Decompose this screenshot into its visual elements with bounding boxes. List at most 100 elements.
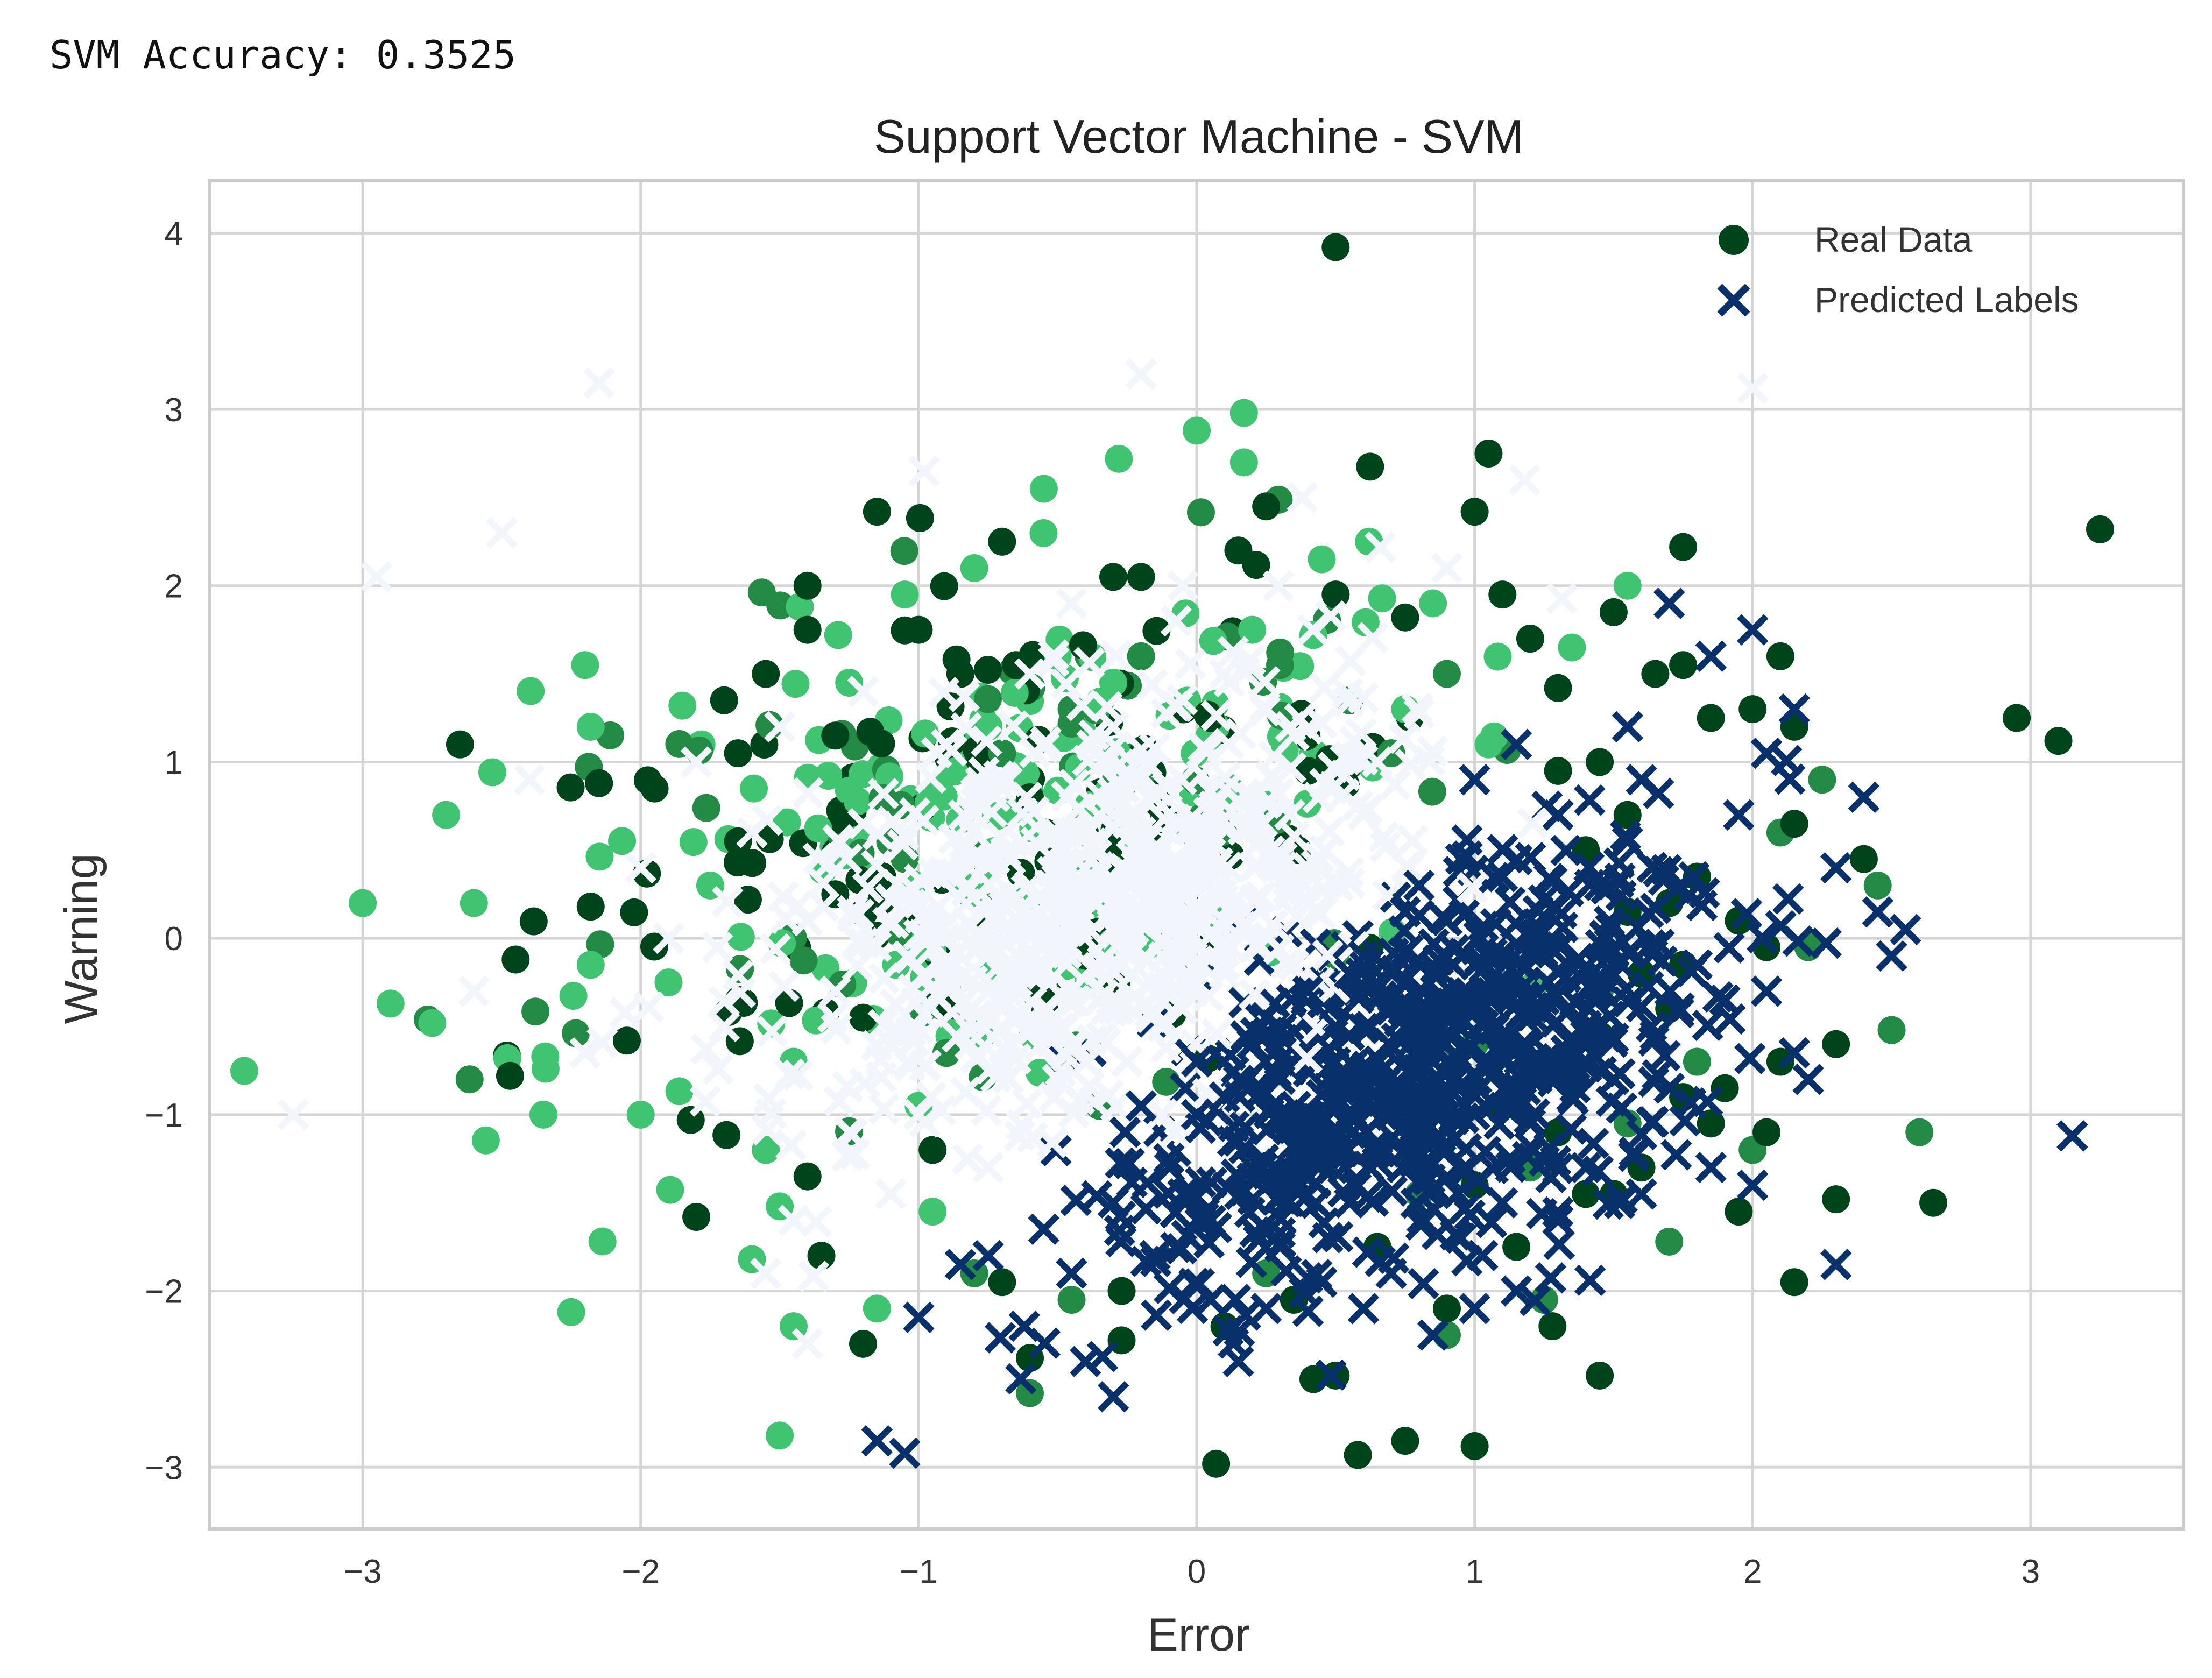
real-data-point: [1029, 519, 1058, 548]
predicted-x-stroke: [1448, 1193, 1481, 1224]
predicted-label-point: [1351, 1181, 1383, 1213]
real-data-point: [1738, 695, 1767, 724]
real-data-point: [1877, 1016, 1906, 1044]
predicted-label-point: [1111, 1046, 1143, 1078]
real-data-point: [1849, 845, 1878, 873]
predicted-label-point: [775, 1129, 807, 1161]
predicted-x-stroke: [1619, 1136, 1650, 1169]
predicted-x-stroke: [1421, 1219, 1453, 1250]
real-data-point: [1780, 810, 1808, 838]
real-data-point: [561, 1019, 590, 1047]
real-data-point: [821, 721, 850, 750]
predicted-x-stroke: [1416, 1079, 1448, 1111]
predicted-x-stroke: [1475, 1207, 1508, 1238]
real-data-point: [786, 592, 814, 621]
predicted-label-point: [1820, 852, 1852, 884]
scatter-points: [230, 233, 2115, 1478]
predicted-label-point: [1477, 1152, 1509, 1185]
predicted-label-point: [984, 1322, 1016, 1354]
real-data-point: [692, 794, 720, 822]
predicted-x-stroke: [1477, 1152, 1509, 1185]
real-data-point: [471, 1126, 500, 1155]
predicted-label-point: [1056, 1257, 1087, 1290]
predicted-x-stroke: [1488, 1092, 1520, 1123]
predicted-label-point: [791, 1328, 823, 1360]
predicted-label-point: [1848, 781, 1880, 813]
predicted-label-point: [1517, 807, 1549, 839]
real-data-point: [710, 686, 738, 714]
real-data-point: [585, 842, 614, 871]
real-data-point: [1863, 871, 1892, 900]
real-data-point: [849, 1003, 878, 1032]
predicted-label-point: [1140, 1245, 1172, 1277]
predicted-label-point: [1315, 1359, 1347, 1391]
real-data-point: [679, 828, 708, 856]
predicted-label-point: [1105, 1226, 1137, 1258]
predicted-x-stroke: [1582, 1155, 1614, 1187]
predicted-x-stroke: [1448, 899, 1480, 931]
predicted-label-point: [1309, 672, 1340, 704]
real-data-point: [1474, 730, 1503, 759]
predicted-x-stroke: [1660, 1139, 1692, 1171]
predicted-x-stroke: [1544, 931, 1577, 963]
predicted-x-stroke: [1178, 1268, 1210, 1299]
real-data-point: [1229, 399, 1258, 427]
real-data-point: [807, 1242, 836, 1270]
real-data-point: [1544, 756, 1572, 785]
real-data-point: [531, 1054, 560, 1083]
predicted-label-point: [1160, 1197, 1191, 1229]
real-data-point: [432, 801, 461, 829]
real-data-point: [1391, 603, 1419, 632]
real-data-point: [712, 1121, 741, 1149]
real-data-point: [446, 730, 474, 759]
predicted-x-stroke: [1573, 1026, 1606, 1059]
predicted-label-point: [1862, 896, 1893, 928]
predicted-label-point: [1150, 1032, 1182, 1064]
real-data-point: [918, 1198, 947, 1226]
real-data-point: [682, 1202, 711, 1231]
real-data-point: [723, 848, 752, 877]
predicted-label-point: [1820, 1249, 1852, 1280]
predicted-x-stroke: [1288, 1276, 1320, 1308]
real-data-point: [1483, 642, 1512, 671]
real-data-point: [517, 677, 545, 705]
predicted-label-point: [1578, 1128, 1609, 1159]
real-data-point: [1669, 651, 1698, 679]
real-data-point: [724, 739, 752, 768]
predicted-label-point: [1396, 824, 1429, 856]
real-data-point: [529, 1100, 557, 1129]
real-data-point: [2003, 704, 2031, 732]
predicted-x-stroke: [1218, 1110, 1250, 1143]
predicted-label-point: [1546, 583, 1578, 614]
real-data-point: [789, 946, 818, 975]
real-data-point: [1099, 668, 1128, 697]
predicted-x-stroke: [1535, 1262, 1567, 1294]
real-data-point: [1099, 563, 1128, 591]
predicted-label-point: [861, 1425, 893, 1457]
real-data-point: [668, 691, 697, 720]
predicted-label-point: [1105, 1147, 1136, 1179]
predicted-label-point: [1765, 910, 1797, 942]
predicted-x-stroke: [1774, 763, 1806, 795]
predicted-label-point: [1592, 1188, 1624, 1220]
predicted-x-stroke: [1408, 1268, 1439, 1300]
predicted-x-stroke: [1169, 1072, 1202, 1104]
predicted-label-point: [1288, 1276, 1320, 1308]
predicted-label-point: [1542, 1152, 1574, 1185]
predicted-x-stroke: [1526, 1198, 1558, 1230]
predicted-x-stroke: [1184, 1201, 1215, 1233]
predicted-x-stroke: [1153, 1272, 1185, 1305]
real-data-point: [1488, 580, 1517, 609]
real-data-point: [724, 827, 752, 855]
predicted-label-point: [1792, 1064, 1824, 1095]
predicted-label-point: [1488, 1092, 1520, 1123]
real-data-point: [349, 889, 377, 917]
real-data-point: [1655, 889, 1684, 917]
real-data-point: [521, 997, 550, 1026]
predicted-label-point: [889, 1437, 921, 1469]
real-data-point: [1544, 674, 1572, 702]
predicted-x-stroke: [1574, 869, 1606, 901]
predicted-label-point: [1169, 1283, 1200, 1315]
predicted-label-point: [1185, 1166, 1217, 1198]
real-data-point: [781, 670, 810, 698]
